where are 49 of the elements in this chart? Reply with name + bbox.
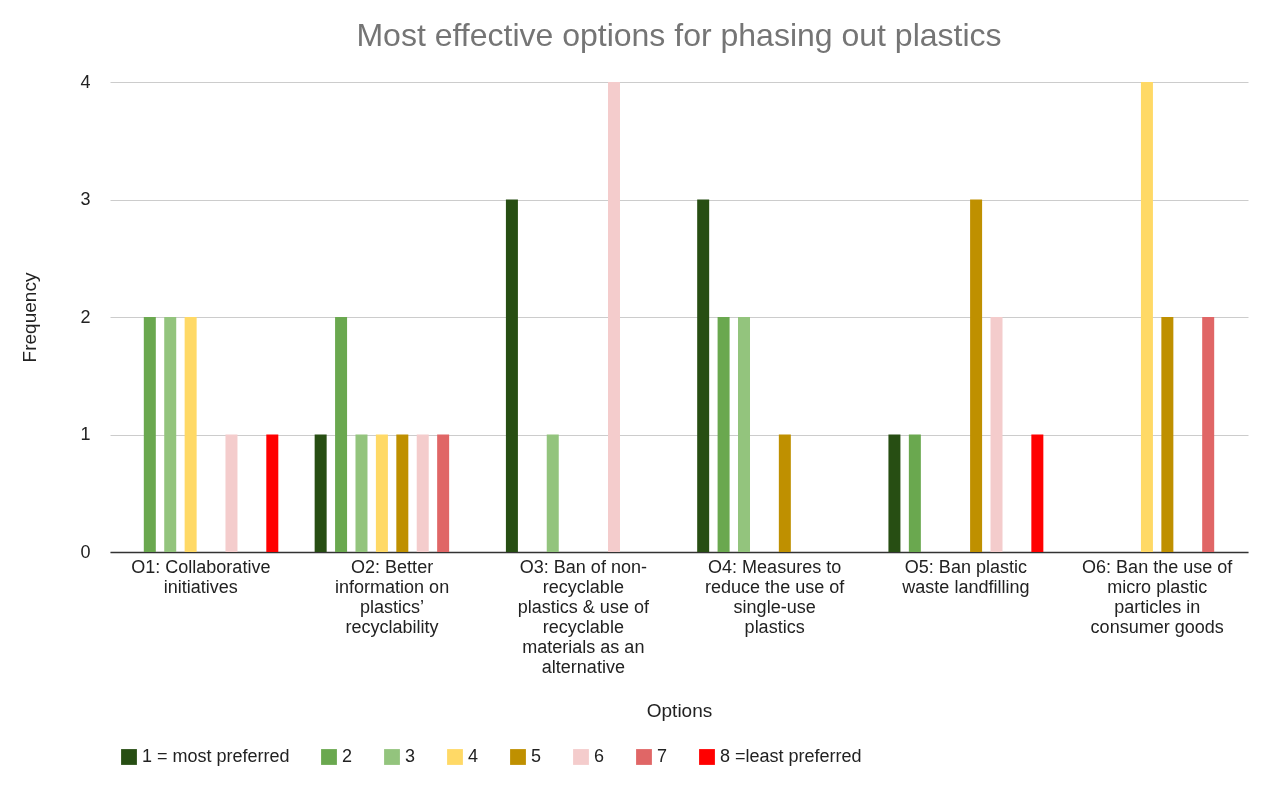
y-tick-label: 1 <box>80 424 91 444</box>
bar <box>1140 82 1153 552</box>
x-tick-label: O5: Ban plastic waste landfilling <box>901 556 1030 597</box>
bar <box>505 199 518 552</box>
bar <box>738 317 751 552</box>
bar <box>335 317 348 552</box>
y-tick-label: 0 <box>80 541 91 562</box>
bar <box>1161 317 1174 552</box>
bar <box>697 199 710 552</box>
bar <box>607 82 620 552</box>
legend-label: 6 <box>594 746 605 766</box>
chart-title: Most effective options for phasing out plastics <box>356 17 1002 53</box>
bar <box>355 434 368 552</box>
y-tick-label: 2 <box>80 306 91 327</box>
bar <box>990 317 1003 552</box>
bar <box>416 434 429 552</box>
bar <box>970 199 983 552</box>
legend-label: 4 <box>468 746 479 766</box>
bar <box>396 434 409 552</box>
y-tick-label: 3 <box>80 189 91 209</box>
y-axis-title: Frequency <box>19 272 41 363</box>
bar <box>546 434 559 552</box>
legend-label: 7 <box>657 746 668 766</box>
x-axis-title: Options <box>646 699 713 721</box>
legend-label: 3 <box>405 746 416 766</box>
y-tick-label: 4 <box>80 71 91 92</box>
legend-label: 8 =least preferred <box>720 746 862 766</box>
bar <box>888 434 901 552</box>
bar <box>717 317 730 552</box>
legend-label: 2 <box>342 746 353 766</box>
bar <box>437 434 450 552</box>
x-tick-label: O6: Ban the use of micro plastic particles in consumer goods <box>1082 556 1234 637</box>
bar <box>314 434 327 552</box>
x-tick-label: O3: Ban of non-recyclable plastics & use of recyclable materials as an alternative <box>517 556 650 677</box>
bar <box>143 317 156 552</box>
bar <box>225 434 238 552</box>
bar <box>1202 317 1215 552</box>
bar <box>375 434 388 552</box>
x-tick-label: O4: Measures to reduce the use of single-use plastics <box>705 556 846 637</box>
bar <box>1031 434 1044 552</box>
legend-label: 5 <box>531 746 542 766</box>
bar <box>908 434 921 552</box>
legend-label: 1 = most preferred <box>142 746 290 766</box>
bar <box>778 434 791 552</box>
bar <box>184 317 197 552</box>
bar <box>164 317 177 552</box>
x-tick-label: O2: Better information on plastics’ recyclability <box>335 556 450 637</box>
bar <box>266 434 279 552</box>
x-tick-label: O1: Collaborative initiatives <box>131 556 271 597</box>
